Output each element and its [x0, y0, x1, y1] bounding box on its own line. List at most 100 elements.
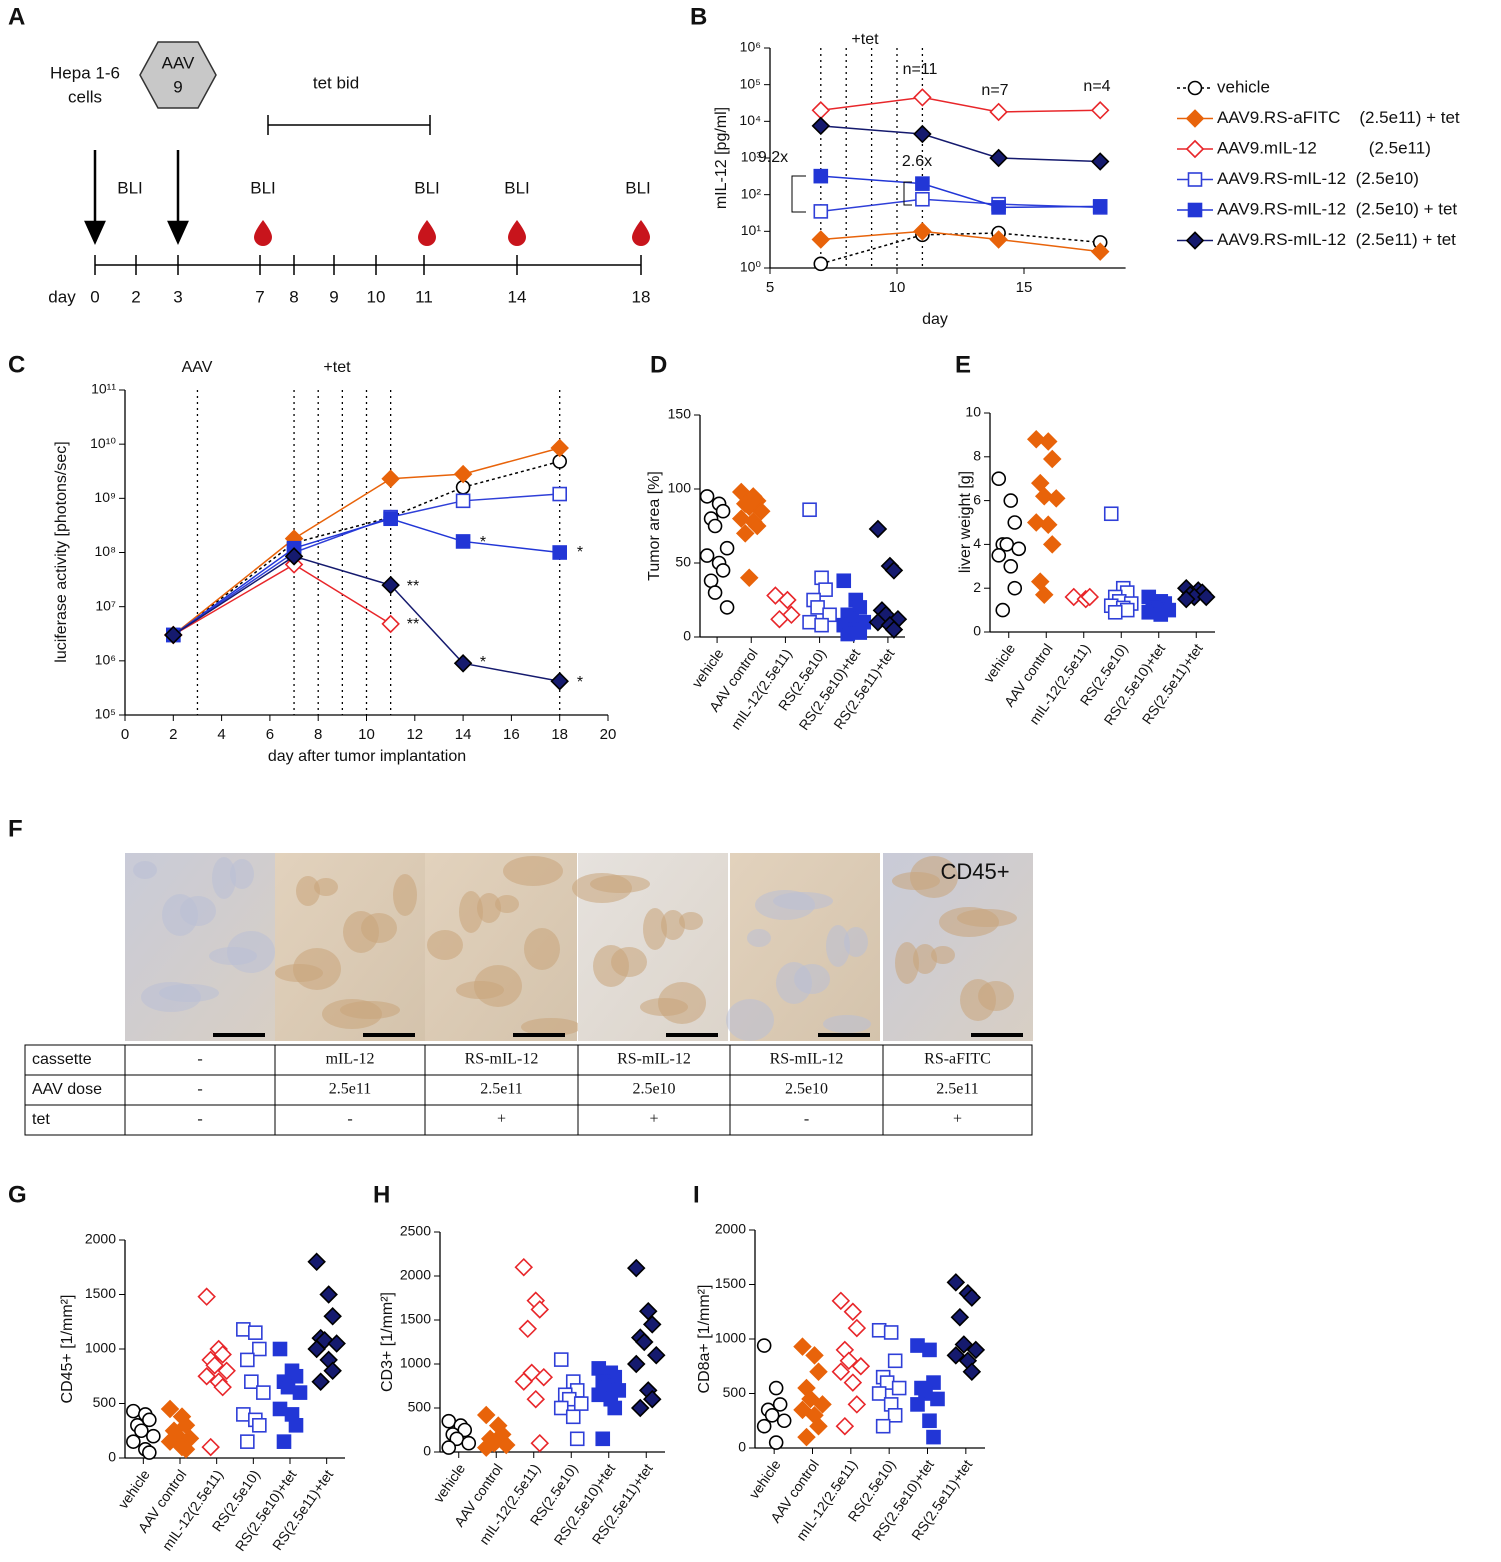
marker	[552, 486, 568, 502]
legend-marker	[1187, 172, 1203, 187]
marker	[883, 1325, 899, 1340]
table-frame	[24, 1044, 1033, 1136]
tissue-blob	[823, 1015, 871, 1033]
x-tick-label: vehicle	[746, 1457, 784, 1502]
table-cell: 2.5e10	[632, 1081, 675, 1098]
marker	[910, 1397, 925, 1412]
tissue-blob	[212, 857, 236, 899]
table-cell: +	[649, 1111, 658, 1128]
table-cell: mIL-12	[326, 1051, 375, 1068]
y-axis-label: luciferase activity [photons/sec]	[53, 441, 70, 662]
marker	[811, 230, 831, 249]
marker	[852, 600, 868, 615]
tissue-blob	[427, 930, 463, 960]
legend-label: AAV9.RS-mIL-12 (2.5e11) + tet	[1217, 230, 1456, 249]
day-number: 0	[90, 287, 99, 306]
table-cell: +	[953, 1111, 962, 1128]
marker	[252, 1341, 267, 1357]
y-tick-label: 10⁴	[739, 112, 761, 128]
tissue-blob	[521, 1018, 581, 1036]
marker	[1007, 515, 1023, 530]
marker	[327, 1334, 346, 1353]
marker	[607, 1400, 623, 1416]
marker	[550, 671, 569, 691]
marker	[875, 1418, 891, 1434]
table-cell: -	[197, 1111, 202, 1128]
legend-label: AAV9.RS-mIL-12 (2.5e10)	[1217, 169, 1419, 188]
y-tick-label: 500	[93, 1394, 117, 1410]
marker	[871, 1322, 887, 1338]
marker	[252, 1418, 267, 1433]
y-tick-label: 2500	[400, 1223, 431, 1239]
marker	[840, 626, 856, 642]
day-number: 8	[289, 287, 298, 306]
marker	[160, 1399, 180, 1419]
legend-label: AAV9.RS-mIL-12 (2.5e10) + tet	[1217, 199, 1457, 218]
fold-bracket	[903, 181, 912, 206]
y-axis-label: Tumor area [%]	[646, 471, 663, 581]
day-number: 9	[329, 287, 338, 306]
x-tick-label: 18	[551, 726, 568, 743]
marker	[770, 609, 789, 629]
marker	[256, 1385, 271, 1400]
day-number: 11	[415, 287, 433, 306]
marker	[719, 540, 735, 556]
marker	[276, 1434, 292, 1449]
marker	[797, 1427, 816, 1447]
y-tick-label: 10⁵	[740, 75, 761, 91]
marker	[802, 614, 817, 630]
y-tick-label: 1500	[715, 1275, 746, 1291]
marker	[642, 1389, 662, 1409]
marker	[843, 1302, 863, 1322]
marker	[915, 176, 930, 191]
marker	[381, 469, 400, 488]
legend-label: AAV9.RS-aFITC (2.5e11) + tet	[1217, 108, 1460, 127]
bli-label: BLI	[414, 178, 440, 197]
annotation: 2.6x	[902, 153, 932, 170]
image-label: CD45+	[940, 859, 1009, 884]
marker	[236, 1322, 251, 1337]
annotation: *	[480, 534, 486, 551]
y-tick-label: 2000	[85, 1231, 116, 1247]
day-number: 18	[632, 287, 651, 306]
series-line	[820, 175, 1101, 209]
marker	[453, 654, 473, 673]
tissue-blob	[209, 947, 257, 965]
tissue-blob	[343, 911, 379, 953]
marker	[814, 617, 829, 633]
y-tick-label: 1000	[400, 1355, 431, 1371]
marker	[699, 548, 715, 563]
y-tick-label: 0	[973, 623, 981, 639]
y-axis-label: liver weight [g]	[957, 471, 974, 573]
y-tick-label: 10²	[741, 185, 762, 201]
x-tick-label: 4	[217, 726, 225, 743]
table-cell: 2.5e11	[936, 1081, 979, 1098]
marker	[201, 1437, 220, 1457]
marker	[530, 1300, 550, 1319]
marker	[134, 1423, 149, 1439]
marker	[248, 1325, 263, 1340]
y-tick-label: 2000	[715, 1221, 746, 1237]
marker	[514, 1372, 534, 1391]
marker	[847, 1318, 867, 1338]
tissue-blob	[393, 874, 417, 916]
x-tick-label: vehicle	[115, 1467, 153, 1512]
marker	[126, 1403, 141, 1419]
series-line	[820, 198, 1101, 213]
marker	[476, 1438, 496, 1457]
marker	[244, 1374, 259, 1389]
marker	[1090, 242, 1110, 261]
y-tick-label: 2	[973, 579, 981, 595]
marker	[768, 1380, 784, 1396]
table-cell: 2.5e11	[329, 1081, 372, 1098]
tissue-blob	[322, 999, 382, 1029]
marker	[1038, 432, 1058, 451]
marker	[836, 573, 852, 589]
tissue-blob	[931, 946, 955, 964]
marker	[751, 501, 771, 521]
annotation: n=11	[903, 61, 938, 78]
x-tick-label: 5	[766, 279, 774, 296]
marker	[1042, 449, 1062, 469]
marker	[217, 1361, 236, 1381]
